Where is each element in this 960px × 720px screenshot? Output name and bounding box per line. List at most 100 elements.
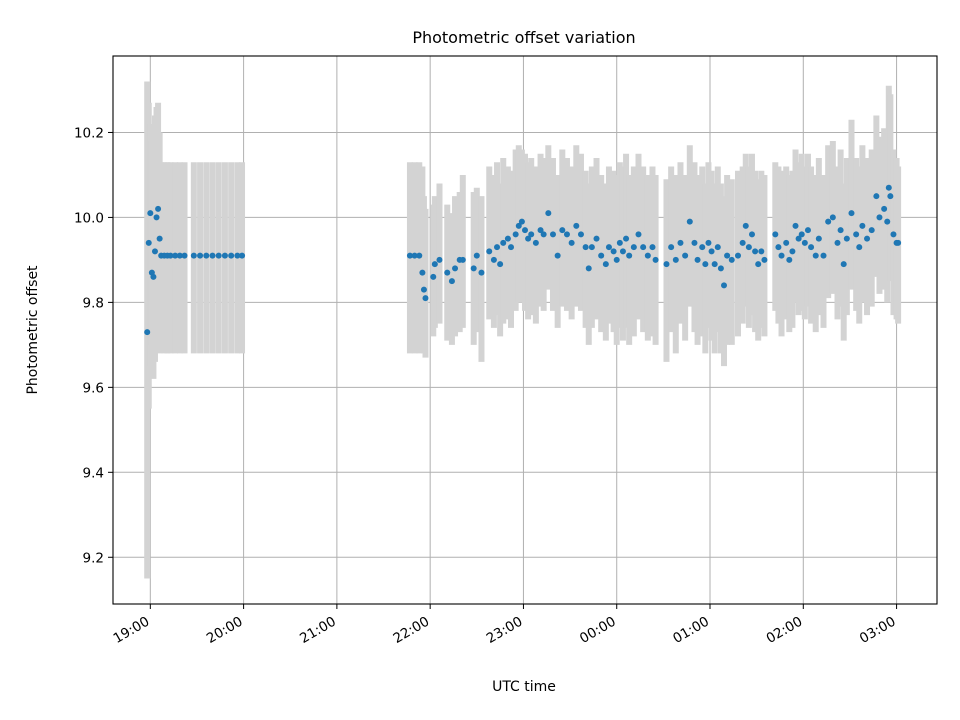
x-tick-label: 00:00	[577, 614, 619, 647]
data-point	[444, 269, 451, 276]
data-point	[613, 256, 620, 263]
data-point	[504, 235, 511, 242]
data-point	[843, 235, 850, 242]
data-point	[610, 248, 617, 255]
y-axis: 9.2 9.4 9.6 9.8 10.0 10.2	[74, 125, 113, 566]
data-point	[705, 239, 712, 246]
data-point	[540, 231, 547, 238]
data-point	[876, 214, 883, 221]
data-point	[755, 261, 762, 268]
data-point	[416, 252, 423, 259]
data-point	[151, 248, 158, 255]
data-point	[167, 252, 174, 259]
data-point	[616, 239, 623, 246]
data-point	[585, 265, 592, 272]
x-tick-label: 03:00	[857, 614, 899, 647]
data-point	[147, 210, 154, 217]
data-point	[582, 244, 589, 251]
y-axis-label: Photometric offset	[25, 265, 41, 395]
data-point	[808, 244, 815, 251]
x-tick-label: 01:00	[670, 614, 712, 647]
data-point	[406, 252, 413, 259]
data-point	[626, 252, 633, 259]
data-point	[554, 252, 561, 259]
data-point	[652, 256, 659, 263]
data-point	[758, 248, 765, 255]
data-point	[795, 235, 802, 242]
data-point	[742, 222, 749, 229]
data-point	[473, 252, 480, 259]
data-point	[452, 265, 459, 272]
chart-title: Photometric offset variation	[412, 28, 635, 47]
data-point	[577, 231, 584, 238]
data-point	[459, 256, 466, 263]
y-tick-label: 10.0	[74, 210, 104, 226]
data-point	[411, 252, 418, 259]
data-point	[532, 239, 539, 246]
data-point	[486, 248, 493, 255]
data-point	[176, 252, 183, 259]
data-point	[234, 252, 241, 259]
data-point	[812, 252, 819, 259]
data-point	[497, 261, 504, 268]
data-point	[559, 227, 566, 234]
data-point	[431, 261, 438, 268]
data-point	[859, 222, 866, 229]
data-point	[834, 239, 841, 246]
data-point	[734, 252, 741, 259]
data-point	[708, 248, 715, 255]
data-point	[605, 244, 612, 251]
data-point	[815, 235, 822, 242]
data-point	[853, 231, 860, 238]
data-point	[801, 239, 808, 246]
data-point	[895, 239, 902, 246]
x-axis: 19:00 20:00 21:00 22:00 23:00 00:00 01:00 02:00…	[111, 604, 899, 647]
data-point	[649, 244, 656, 251]
data-point	[228, 252, 235, 259]
data-point	[619, 248, 626, 255]
data-point	[840, 261, 847, 268]
data-point	[644, 252, 651, 259]
data-point	[448, 278, 455, 285]
data-point	[522, 227, 528, 234]
data-point	[215, 252, 222, 259]
data-point	[739, 239, 746, 246]
data-point	[752, 248, 759, 255]
data-point	[772, 231, 779, 238]
data-point	[745, 244, 752, 251]
data-point	[694, 256, 701, 263]
data-point	[150, 273, 157, 280]
y-tick-label: 9.6	[83, 380, 104, 396]
data-point	[702, 261, 709, 268]
data-point	[512, 231, 519, 238]
data-point	[804, 227, 811, 234]
data-point	[515, 222, 522, 229]
data-point	[792, 222, 799, 229]
data-point	[239, 252, 246, 259]
data-point	[728, 256, 735, 263]
error-bars	[144, 81, 902, 579]
data-point	[573, 222, 580, 229]
x-tick-label: 21:00	[297, 614, 339, 647]
x-tick-label: 23:00	[484, 614, 526, 647]
data-point	[829, 214, 836, 221]
x-tick-label: 02:00	[764, 614, 806, 647]
data-points	[144, 184, 902, 336]
data-point	[478, 269, 485, 276]
data-point	[711, 261, 718, 268]
data-point	[197, 252, 204, 259]
data-point	[420, 286, 427, 293]
x-tick-label: 20:00	[204, 614, 246, 647]
data-point	[598, 252, 605, 259]
data-point	[588, 244, 595, 251]
data-point	[890, 231, 897, 238]
data-point	[508, 244, 515, 251]
data-point	[721, 282, 728, 289]
data-point	[881, 205, 888, 212]
data-point	[545, 210, 552, 217]
data-point	[672, 256, 679, 263]
data-point	[798, 231, 805, 238]
data-point	[682, 252, 689, 259]
data-point	[430, 273, 437, 280]
